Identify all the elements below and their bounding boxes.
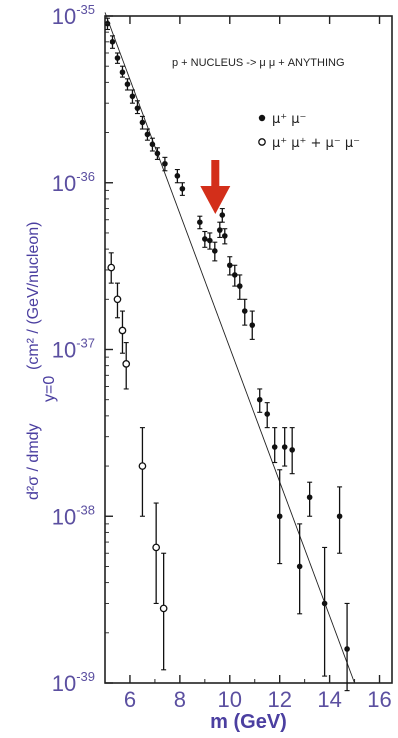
legend: μ⁺ μ⁻ μ⁺ μ⁺ + μ⁻ μ⁻	[258, 112, 360, 151]
y-tick-label: 10-37	[52, 336, 95, 363]
fit-line-layer	[104, 12, 355, 684]
data-point	[129, 93, 136, 100]
data-point	[134, 105, 141, 111]
data-point	[138, 462, 147, 470]
plot-frame	[104, 15, 393, 684]
data-point	[109, 39, 116, 45]
upsilon-peak-arrow	[200, 160, 231, 214]
data-point	[152, 543, 161, 552]
data-point	[139, 119, 146, 126]
data-point	[241, 308, 248, 314]
data-point	[296, 563, 303, 570]
data-point	[159, 604, 168, 613]
data-point	[271, 444, 278, 450]
data-point	[122, 360, 131, 368]
data-point	[179, 185, 186, 192]
data-point	[144, 131, 151, 138]
data-point	[236, 283, 243, 289]
data-point	[219, 212, 226, 218]
data-point	[306, 494, 313, 501]
x-tick-label: 6	[124, 687, 136, 712]
y-axis-label-fraction: d²σ / dmdy	[25, 423, 42, 500]
plot-border	[104, 15, 393, 684]
data-point	[321, 600, 328, 607]
data-point	[202, 236, 208, 242]
data-point	[212, 248, 218, 254]
data-point	[281, 444, 288, 450]
x-tick-label: 16	[367, 687, 391, 712]
data-point	[197, 219, 203, 225]
x-tick-label: 8	[174, 687, 186, 712]
y-axis-label-units: (cm² / (GeV/nucleon)	[25, 222, 42, 370]
data-point	[249, 322, 256, 328]
data-point	[207, 237, 213, 244]
legend-label-opposite-sign: μ⁺ μ⁻	[272, 112, 306, 127]
fit-line	[104, 12, 355, 684]
legend-label-like-sign: μ⁺ μ⁺ + μ⁻ μ⁻	[272, 136, 360, 151]
y-tick-label: 10-35	[52, 2, 95, 29]
data-point	[162, 160, 168, 167]
data-point	[119, 69, 126, 76]
data-point	[344, 646, 350, 652]
data-point	[118, 326, 127, 335]
legend-marker-like-sign	[258, 138, 266, 146]
arrow-shaft	[211, 160, 220, 190]
y-tick-label: 10-38	[52, 502, 95, 529]
data-point	[289, 447, 295, 453]
data-point	[114, 55, 121, 61]
x-axis-label: m (GeV)	[210, 711, 287, 733]
data-point	[231, 272, 238, 278]
x-tick-label: 14	[317, 687, 341, 712]
data-point	[154, 150, 161, 157]
data-point	[107, 263, 116, 272]
data-point	[124, 81, 131, 87]
data-point	[276, 513, 283, 520]
data-point	[174, 173, 181, 179]
arrow-head	[200, 186, 231, 214]
y-tick-label: 10-36	[52, 169, 95, 196]
y-axis-label-subscript: y=0	[41, 376, 58, 402]
data-point	[217, 227, 223, 233]
y-tick-label: 10-39	[52, 669, 95, 696]
series-opposite-sign	[104, 17, 350, 692]
data-point	[256, 396, 263, 403]
x-tick-label: 10	[218, 687, 242, 712]
tick-layer: 6 8 10 12 14 16 10-35 10-36 10-37 10-38 10-39	[52, 2, 392, 712]
legend-marker-opposite-sign	[258, 114, 266, 122]
y-axis-label: d²σ / dmdy y=0 (cm² / (GeV/nucleon)	[25, 222, 58, 500]
data-point	[226, 262, 233, 269]
x-tick-label: 12	[267, 687, 291, 712]
series-like-sign	[107, 252, 168, 671]
series-layer	[104, 17, 350, 692]
data-point	[149, 141, 156, 148]
reaction-annotation: p + NUCLEUS -> μ μ + ANYTHING	[172, 57, 345, 69]
data-point	[221, 233, 228, 239]
data-point	[264, 411, 271, 417]
data-point	[336, 513, 343, 520]
data-point	[113, 295, 122, 304]
